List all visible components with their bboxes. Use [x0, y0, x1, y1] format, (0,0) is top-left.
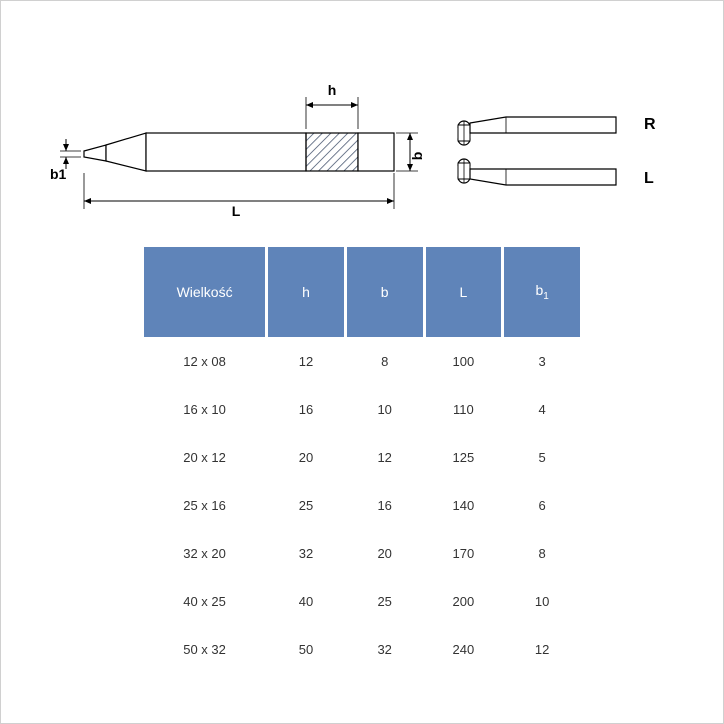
table-cell: 100 [426, 337, 502, 385]
label-Lside: L [644, 170, 654, 187]
table-cell: 170 [426, 529, 502, 577]
table-cell: 125 [426, 433, 502, 481]
table-cell: 200 [426, 577, 502, 625]
col-b1: b1 [504, 247, 580, 337]
table-cell: 5 [504, 433, 580, 481]
label-h: h [328, 82, 337, 98]
table-cell: 4 [504, 385, 580, 433]
table-cell: 32 [268, 529, 344, 577]
table-cell: 20 [268, 433, 344, 481]
table-cell: 140 [426, 481, 502, 529]
label-L: L [232, 203, 241, 219]
table-cell: 12 x 08 [144, 337, 265, 385]
table-cell: 25 [268, 481, 344, 529]
dimension-h: h [306, 82, 358, 129]
col-L: L [426, 247, 502, 337]
table-cell: 16 [347, 481, 423, 529]
table-cell: 3 [504, 337, 580, 385]
table-cell: 10 [347, 385, 423, 433]
table-row: 50 x 32503224012 [144, 625, 580, 673]
table-header-row: Wielkość h b L b1 [144, 247, 580, 337]
table-row: 20 x 1220121255 [144, 433, 580, 481]
dimension-L: L [84, 173, 394, 219]
table-cell: 240 [426, 625, 502, 673]
label-b: b [409, 152, 425, 161]
table-row: 16 x 1016101104 [144, 385, 580, 433]
technical-diagram: L h b b1 R [46, 61, 666, 226]
table-cell: 25 x 16 [144, 481, 265, 529]
label-b1: b1 [50, 166, 67, 182]
col-wielkosc: Wielkość [144, 247, 265, 337]
col-h: h [268, 247, 344, 337]
table-cell: 32 [347, 625, 423, 673]
col-b: b [347, 247, 423, 337]
table-row: 40 x 25402520010 [144, 577, 580, 625]
table-cell: 12 [347, 433, 423, 481]
dimension-b: b [396, 133, 425, 171]
table-cell: 8 [504, 529, 580, 577]
label-R: R [644, 116, 656, 133]
table-cell: 12 [504, 625, 580, 673]
table-cell: 50 x 32 [144, 625, 265, 673]
table-cell: 50 [268, 625, 344, 673]
table-cell: 20 x 12 [144, 433, 265, 481]
table-cell: 6 [504, 481, 580, 529]
table-cell: 16 [268, 385, 344, 433]
top-view-R: R [458, 116, 656, 145]
table-cell: 40 [268, 577, 344, 625]
dimensions-table: Wielkość h b L b1 12 x 08128100316 x 101… [141, 247, 583, 673]
table-cell: 16 x 10 [144, 385, 265, 433]
table-row: 32 x 2032201708 [144, 529, 580, 577]
table-row: 25 x 1625161406 [144, 481, 580, 529]
table-cell: 12 [268, 337, 344, 385]
table-cell: 32 x 20 [144, 529, 265, 577]
table-cell: 8 [347, 337, 423, 385]
side-view [84, 133, 394, 171]
table-cell: 40 x 25 [144, 577, 265, 625]
dimension-b1: b1 [50, 139, 81, 182]
table-cell: 10 [504, 577, 580, 625]
table-cell: 25 [347, 577, 423, 625]
top-view-L: L [458, 159, 654, 187]
table-row: 12 x 081281003 [144, 337, 580, 385]
table-cell: 110 [426, 385, 502, 433]
table-cell: 20 [347, 529, 423, 577]
